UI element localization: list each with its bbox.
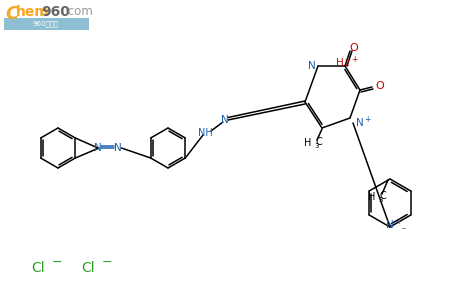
Text: O: O [375, 81, 384, 91]
Text: H: H [336, 58, 344, 68]
Text: Cl: Cl [31, 261, 45, 275]
Text: N: N [221, 115, 229, 125]
Text: –: – [402, 224, 406, 234]
Text: NH: NH [198, 128, 212, 138]
Text: 2: 2 [345, 59, 349, 67]
Text: 960: 960 [41, 5, 70, 19]
Text: 960化工网: 960化工网 [33, 21, 59, 27]
Text: −: − [52, 255, 63, 268]
Text: −: − [102, 255, 112, 268]
Text: .com: .com [65, 5, 94, 18]
Text: N: N [94, 143, 102, 153]
Text: +: + [395, 217, 401, 226]
Text: Cl: Cl [81, 261, 95, 275]
Text: H: H [368, 192, 376, 202]
Text: C: C [316, 137, 322, 147]
FancyBboxPatch shape [4, 18, 89, 30]
Text: N: N [386, 220, 394, 230]
Text: 3: 3 [378, 197, 383, 203]
Text: H: H [304, 138, 312, 148]
Text: N: N [114, 143, 122, 153]
Text: C: C [380, 191, 386, 201]
Text: +: + [364, 115, 370, 125]
Text: hem: hem [16, 5, 50, 19]
Text: O: O [350, 43, 358, 53]
Text: +: + [351, 55, 357, 64]
Text: C: C [5, 5, 18, 23]
Text: 3: 3 [314, 143, 319, 149]
Text: N: N [356, 118, 364, 128]
Text: N: N [308, 61, 316, 71]
